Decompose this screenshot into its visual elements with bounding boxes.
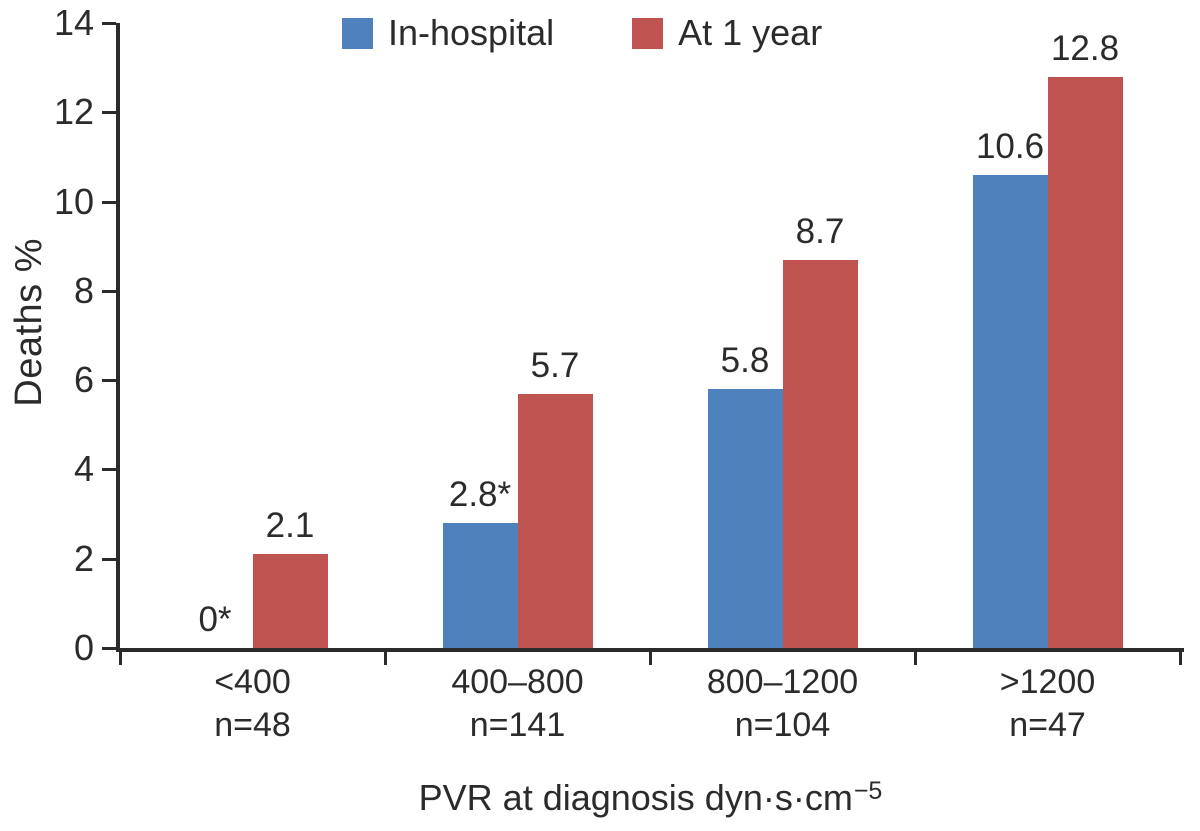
category-count-800-1200: n=104 [734,706,831,744]
legend-label-at-1-year: At 1 year [678,12,823,53]
bar-at-1-year-800-1200 [782,260,858,648]
y-tick-label: 12 [53,91,94,133]
bar-in-hospital-1200 [972,175,1048,648]
y-tick [102,647,116,650]
y-tick-label: 0 [73,627,94,668]
value-label-at-1-year-800-1200: 8.7 [795,212,845,251]
category-label-1200: >1200 [999,663,1096,701]
x-axis-title-superscript: −5 [853,777,883,805]
category-count-400-800: n=141 [469,706,566,744]
category-count-1200: n=47 [1009,706,1086,744]
y-tick [102,468,116,472]
x-axis-line [116,648,1184,652]
value-label-in-hospital-400-800: 2.8* [448,475,512,514]
category-count-400: n=48 [214,706,291,744]
y-tick [102,200,116,204]
y-tick [102,557,116,561]
y-axis-line [116,23,120,652]
y-tick-label: 14 [53,2,94,43]
value-label-at-1-year-1200: 12.8 [1050,29,1120,68]
y-tick [102,111,116,115]
bar-at-1-year-1200 [1047,77,1123,648]
x-tick [648,652,652,665]
category-label-800-1200: 800–1200 [706,663,859,701]
y-tick-label: 8 [73,269,94,311]
value-label-in-hospital-1200: 10.6 [975,127,1045,166]
y-tick-label: 4 [73,448,94,490]
value-label-at-1-year-400: 2.1 [265,506,315,545]
x-tick [383,652,387,665]
y-tick [102,22,116,25]
value-label-at-1-year-400-800: 5.7 [530,346,580,385]
bar-at-1-year-400 [252,554,328,648]
y-tick-label: 6 [73,359,94,401]
category-label-400: <400 [214,663,291,701]
bar-in-hospital-800-1200 [707,389,783,648]
y-tick-label: 2 [73,537,94,579]
y-tick [102,289,116,293]
bar-in-hospital-400-800 [442,523,518,648]
bar-at-1-year-400-800 [517,394,593,648]
x-axis-title-text: PVR at diagnosis dyn·s·cm [418,777,853,818]
x-tick [913,652,917,665]
value-label-in-hospital-800-1200: 5.8 [720,341,770,380]
x-axis-title: PVR at diagnosis dyn·s·cm−5 [120,768,1180,819]
legend-swatch-at-1-year-icon [632,17,664,49]
legend: In-hospital At 1 year [342,12,822,54]
legend-item-in-hospital: In-hospital [342,12,554,54]
x-tick [118,652,122,665]
y-tick [102,379,116,383]
value-label-in-hospital-400: 0* [198,600,232,639]
legend-swatch-in-hospital-icon [342,17,373,49]
category-label-400-800: 400–800 [451,663,584,701]
legend-item-at-1-year: At 1 year [632,12,822,54]
legend-label-in-hospital: In-hospital [388,12,555,53]
x-tick [1178,652,1182,665]
y-tick-label: 10 [53,180,94,222]
